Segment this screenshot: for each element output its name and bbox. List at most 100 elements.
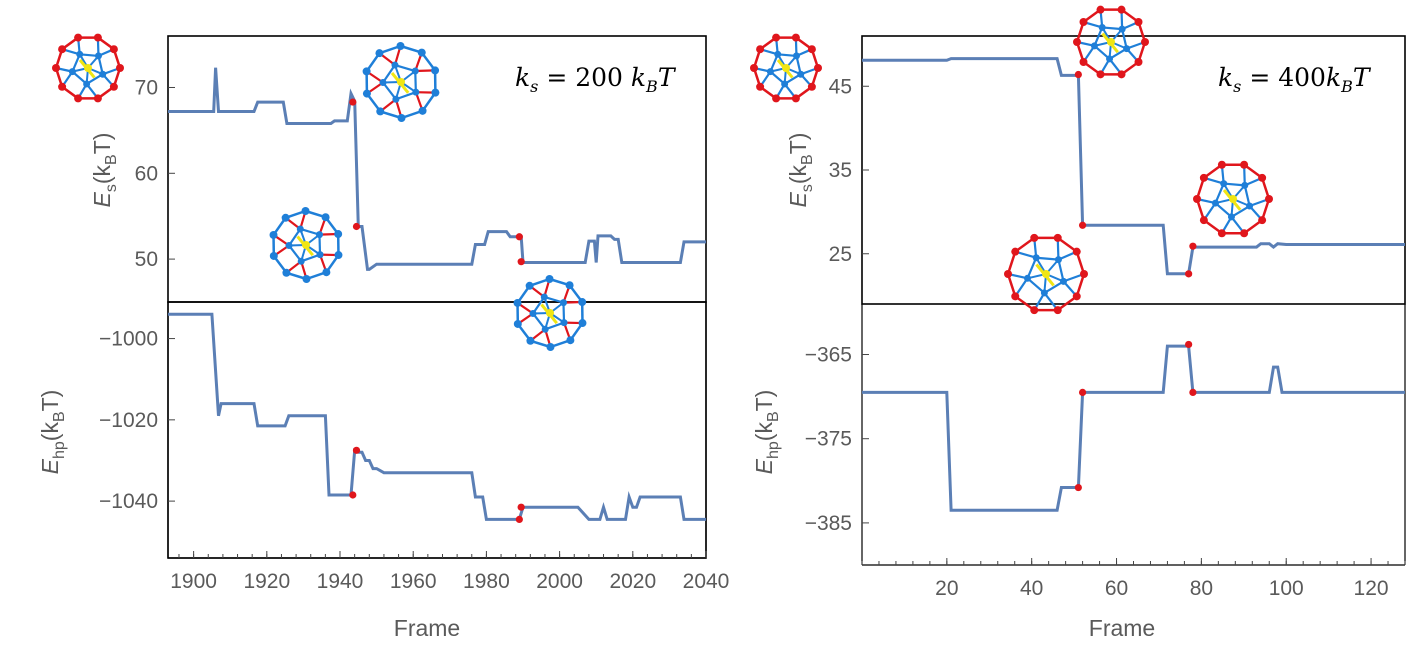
- cluster-atom: [1141, 38, 1149, 46]
- cluster-atom: [1246, 202, 1254, 210]
- y-tick-label: −1040: [99, 490, 158, 513]
- cluster-atom: [52, 64, 60, 72]
- cluster-icon: [750, 33, 822, 103]
- transition-marker: [1074, 70, 1082, 79]
- cluster-atom: [1199, 216, 1208, 225]
- y-tick-label: 45: [829, 75, 852, 98]
- y-tick-label: −1020: [99, 409, 158, 432]
- cluster-atom: [792, 52, 800, 60]
- cluster-atom: [791, 33, 800, 42]
- cluster-atom: [1265, 195, 1273, 203]
- x-tick-label: 1940: [317, 570, 364, 593]
- cluster-atom: [1011, 247, 1020, 256]
- cluster-atom: [1090, 42, 1098, 50]
- right-top-panel: 25 35 45 ks = 400kBT Es(kBT): [785, 35, 1406, 305]
- cluster-atom: [578, 298, 587, 307]
- cluster-atom: [431, 88, 440, 97]
- cluster-atom: [431, 66, 440, 75]
- cluster-atom: [379, 79, 387, 87]
- cluster-atom: [1240, 229, 1249, 238]
- transition-marker: [1078, 388, 1087, 397]
- cluster-atom: [1211, 199, 1219, 207]
- cluster-atom: [1030, 233, 1039, 242]
- cluster-atom: [74, 33, 83, 42]
- x-tick-label: 1960: [390, 570, 437, 593]
- cluster-atom: [1053, 306, 1062, 315]
- cluster-atom: [417, 48, 426, 57]
- cluster-atom: [1117, 5, 1126, 14]
- cluster-atom: [1072, 247, 1081, 256]
- x-tick-label: 100: [1269, 577, 1304, 600]
- cluster-atom: [772, 33, 781, 42]
- x-tick-label: 1920: [243, 570, 290, 593]
- cluster-atom: [756, 45, 765, 54]
- cluster-core-atom: [84, 64, 92, 72]
- transition-marker: [1185, 340, 1193, 349]
- cluster-atom: [1053, 233, 1062, 242]
- cluster-atom: [1217, 160, 1226, 169]
- x-tick-label: 40: [1020, 577, 1043, 600]
- transition-marker: [1185, 270, 1193, 278]
- x-tick-label: 20: [935, 577, 958, 600]
- cluster-bond: [395, 91, 417, 101]
- cluster-atom: [109, 45, 118, 54]
- cluster-atom: [301, 207, 310, 216]
- transition-marker: [1189, 242, 1197, 250]
- cluster-icon: [362, 42, 440, 122]
- cluster-atom: [1117, 70, 1126, 79]
- cluster-atom: [376, 107, 385, 116]
- cluster-atom: [1004, 270, 1012, 278]
- cluster-atom: [94, 52, 102, 60]
- y-tick-label: 50: [135, 248, 158, 271]
- cluster-atom: [797, 70, 805, 78]
- right-bottom-panel: −365 −375 −385 20 40 60 80 100 120 Ehp(kBT) Fram…: [751, 304, 1406, 641]
- cluster-atom: [116, 64, 124, 72]
- x-tick-label: 60: [1105, 577, 1128, 600]
- y-tick-label: −375: [805, 428, 852, 451]
- cluster-atom: [559, 299, 567, 307]
- cluster-atom: [418, 106, 427, 115]
- transition-marker: [517, 503, 525, 511]
- cluster-atom: [362, 89, 371, 98]
- cluster-bond: [1214, 183, 1225, 204]
- transition-marker: [352, 446, 361, 454]
- left-bottom-ylabel: Ehp(kBT): [37, 390, 68, 475]
- x-tick-label: 1980: [463, 570, 510, 593]
- cluster-atom: [334, 230, 343, 239]
- transition-marker: [515, 515, 523, 523]
- cluster-atom: [1106, 55, 1114, 63]
- cluster-atom: [1241, 181, 1249, 189]
- transition-marker: [1078, 221, 1087, 229]
- cluster-atom: [791, 94, 800, 103]
- x-tick-label: 80: [1190, 577, 1213, 600]
- right-xlabel: Frame: [1089, 615, 1155, 641]
- cluster-atom: [58, 45, 67, 54]
- cluster-atom: [540, 293, 548, 301]
- cluster-atom: [1199, 173, 1208, 182]
- cluster-atom: [362, 67, 371, 76]
- transition-marker: [515, 233, 523, 241]
- cluster-bond: [382, 81, 397, 100]
- cluster-atom: [1080, 270, 1088, 278]
- cluster-atom: [396, 42, 405, 51]
- cluster-atom: [774, 50, 782, 58]
- cluster-atom: [1040, 289, 1048, 297]
- cluster-atom: [1193, 195, 1201, 203]
- left-top-panel: 50 60 70 ks = 200 kBT Es(kBT): [89, 35, 707, 303]
- left-top-ylabel: Es(kBT): [89, 133, 120, 208]
- left-top-annotation: ks = 200 kBT: [515, 63, 677, 96]
- cluster-atom: [302, 274, 311, 283]
- cluster-atom: [109, 82, 118, 91]
- cluster-atom: [1023, 274, 1031, 282]
- cluster-atom: [814, 64, 822, 72]
- cluster-atom: [411, 67, 419, 75]
- cluster-atom: [1060, 277, 1068, 285]
- cluster-atom: [1079, 57, 1088, 66]
- x-tick-label: 1900: [170, 570, 217, 593]
- cluster-atom: [756, 82, 765, 91]
- cluster-atom: [269, 230, 278, 239]
- transition-marker: [349, 491, 357, 499]
- cluster-icon: [269, 207, 343, 283]
- cluster-atom: [334, 251, 343, 260]
